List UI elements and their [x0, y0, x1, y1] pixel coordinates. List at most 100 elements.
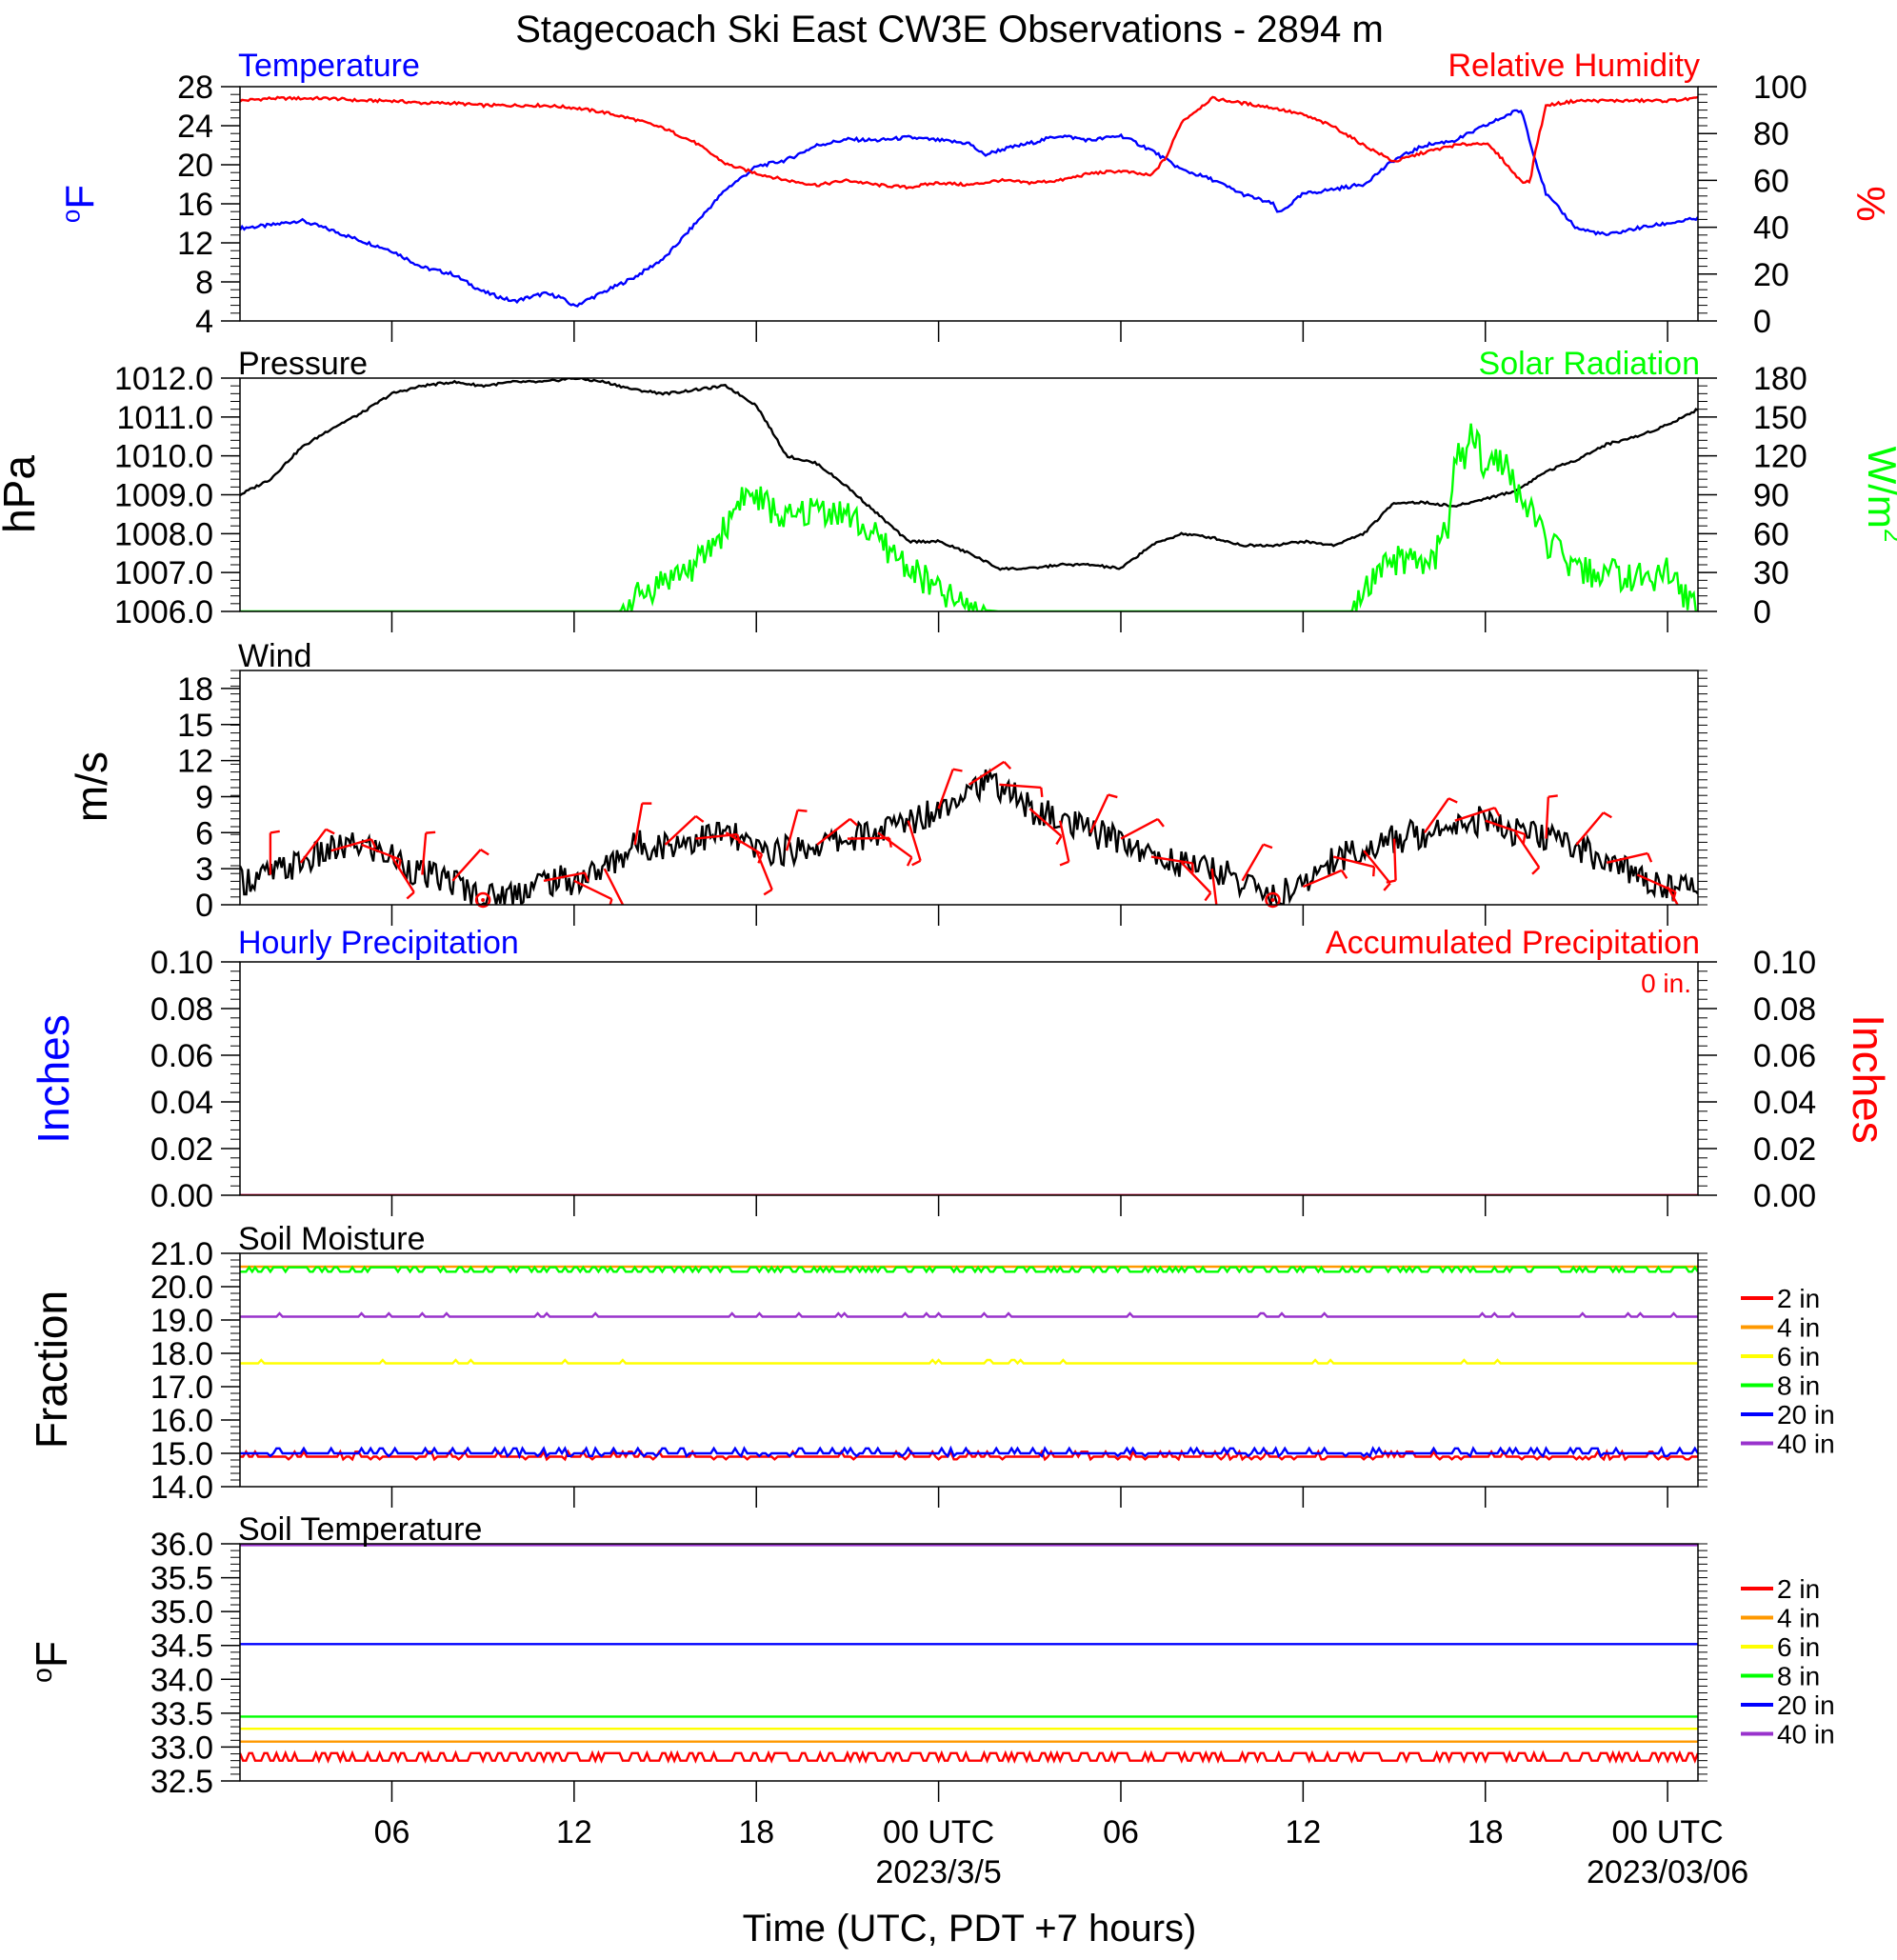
x-tick-label: 12 — [556, 1814, 592, 1850]
panel-pressure-solar: 1006.01007.01008.01009.01010.01011.01012… — [0, 346, 1897, 632]
y-tick-label: 3 — [195, 851, 213, 888]
time-axis-label: Time (UTC, PDT +7 hours) — [743, 1908, 1197, 1950]
x-date-label: 2023/03/06 — [1587, 1854, 1748, 1890]
calm-wind-dot — [481, 897, 486, 902]
y-tick-label: 0.10 — [150, 945, 213, 981]
y-tick-label: 1006.0 — [114, 594, 213, 630]
wind-barb-feather — [1040, 787, 1044, 797]
y-tick-label: 35.0 — [150, 1594, 213, 1630]
series-group — [240, 760, 1698, 905]
y-right-tick-label: 0.04 — [1753, 1085, 1816, 1121]
panel-title-right: Solar Radiation — [1479, 346, 1700, 382]
y-tick-label: 12 — [177, 226, 213, 262]
y-right-tick-label: 60 — [1753, 516, 1789, 552]
wind-barb — [1485, 819, 1526, 836]
legend-label: 4 in — [1777, 1313, 1820, 1343]
y-tick-label: 18.0 — [150, 1336, 213, 1372]
wind-barb-feather — [1522, 833, 1527, 845]
x-tick-label: 00 UTC — [883, 1814, 994, 1850]
wind-barb — [1667, 886, 1679, 905]
y-tick-label: 15 — [177, 708, 213, 744]
y-right-tick-label: 30 — [1753, 555, 1789, 591]
y-tick-label: 17.0 — [150, 1370, 213, 1406]
wind-barb — [1059, 820, 1070, 862]
y-tick-label: 28 — [177, 70, 213, 106]
series-line-8-in — [240, 1265, 1698, 1274]
wind-barb — [877, 831, 913, 859]
series-group — [240, 1544, 1698, 1764]
panel-title-left: Soil Temperature — [238, 1511, 482, 1548]
legend-label: 40 in — [1777, 1430, 1835, 1459]
y-right-tick-label: 0.06 — [1753, 1038, 1816, 1074]
y-tick-label: 36.0 — [150, 1527, 213, 1563]
y-right-tick-label: 0.02 — [1753, 1131, 1816, 1168]
y-tick-label: 4 — [195, 304, 213, 340]
series-group — [240, 95, 1698, 308]
y-tick-label: 33.5 — [150, 1696, 213, 1732]
x-tick-label: 12 — [1285, 1814, 1321, 1850]
y-axis-label-left: hPa — [0, 455, 44, 533]
x-tick-label: 00 UTC — [1612, 1814, 1724, 1850]
legend-label: 2 in — [1777, 1284, 1820, 1313]
wind-barb-feather — [1548, 794, 1558, 798]
panel-frame — [239, 961, 1699, 1196]
wind-barb-feather — [406, 890, 415, 900]
calm-wind-dot — [1270, 897, 1275, 902]
y-tick-label: 6 — [195, 815, 213, 851]
wind-barb — [725, 831, 763, 855]
y-tick-label: 19.0 — [150, 1303, 213, 1339]
y-tick-label: 14.0 — [150, 1470, 213, 1506]
wind-barb — [1545, 796, 1550, 839]
y-tick-label: 20.0 — [150, 1270, 213, 1306]
figure-title: Stagecoach Ski East CW3E Observations - … — [515, 9, 1384, 50]
y-tick-label: 12 — [177, 744, 213, 780]
series-line-pressure — [240, 378, 1698, 571]
legend-label: 2 in — [1777, 1574, 1820, 1604]
wind-barb — [330, 837, 372, 852]
wind-barb-feather — [1263, 843, 1273, 850]
panel-frame — [239, 377, 1699, 612]
y-axis-label-left: oF — [27, 1641, 76, 1683]
y-tick-label: 35.5 — [150, 1561, 213, 1597]
wind-barb — [299, 828, 328, 864]
wind-barb-feather — [849, 817, 858, 827]
wind-barb-feather — [1055, 835, 1063, 846]
wind-barb-feather — [1340, 870, 1348, 879]
wind-barb-feather — [1003, 761, 1012, 770]
x-date-label: 2023/3/5 — [875, 1854, 1001, 1890]
wind-barb-feather — [609, 898, 613, 905]
wind-barb — [664, 815, 697, 846]
calm-wind-circle — [1265, 891, 1281, 909]
y-axis-label-left: Inches — [29, 1014, 78, 1144]
panel-frame — [239, 670, 1699, 906]
panel-frame — [239, 1252, 1699, 1488]
wind-barb — [390, 855, 415, 893]
legend-label: 8 in — [1777, 1371, 1820, 1401]
panel-soil-temperature: 32.533.033.534.034.535.035.536.0 Soil Tem… — [27, 1511, 1835, 1802]
y-axis-label-right: Inches — [1844, 1014, 1893, 1144]
wind-barb — [603, 868, 625, 905]
y-right-tick-label: 40 — [1753, 210, 1789, 247]
wind-barb-feather — [270, 830, 280, 834]
wind-barb — [968, 760, 1006, 786]
wind-barb-feather — [906, 856, 913, 867]
accumulated-total-label: 0 in. — [1641, 969, 1691, 998]
y-tick-label: 20 — [177, 148, 213, 184]
y-right-tick-label: 0 — [1753, 594, 1771, 630]
wind-barb-feather — [797, 809, 808, 812]
wind-barb — [785, 810, 799, 851]
y-right-tick-label: 120 — [1753, 439, 1807, 475]
series-line-2-in — [240, 1750, 1698, 1764]
x-tick-label: 18 — [738, 1814, 774, 1850]
wind-barb-feather — [1647, 852, 1653, 863]
panel-title-left: Wind — [238, 638, 311, 674]
wind-barb-feather — [1156, 818, 1165, 828]
x-tick-label: 06 — [1103, 1814, 1139, 1850]
y-tick-label: 9 — [195, 779, 213, 815]
y-right-tick-label: 0.08 — [1753, 991, 1816, 1028]
y-right-tick-label: 150 — [1753, 400, 1807, 436]
wind-barb — [543, 871, 586, 882]
wind-barb-feather — [426, 830, 436, 834]
panel-frame — [239, 1543, 1699, 1782]
